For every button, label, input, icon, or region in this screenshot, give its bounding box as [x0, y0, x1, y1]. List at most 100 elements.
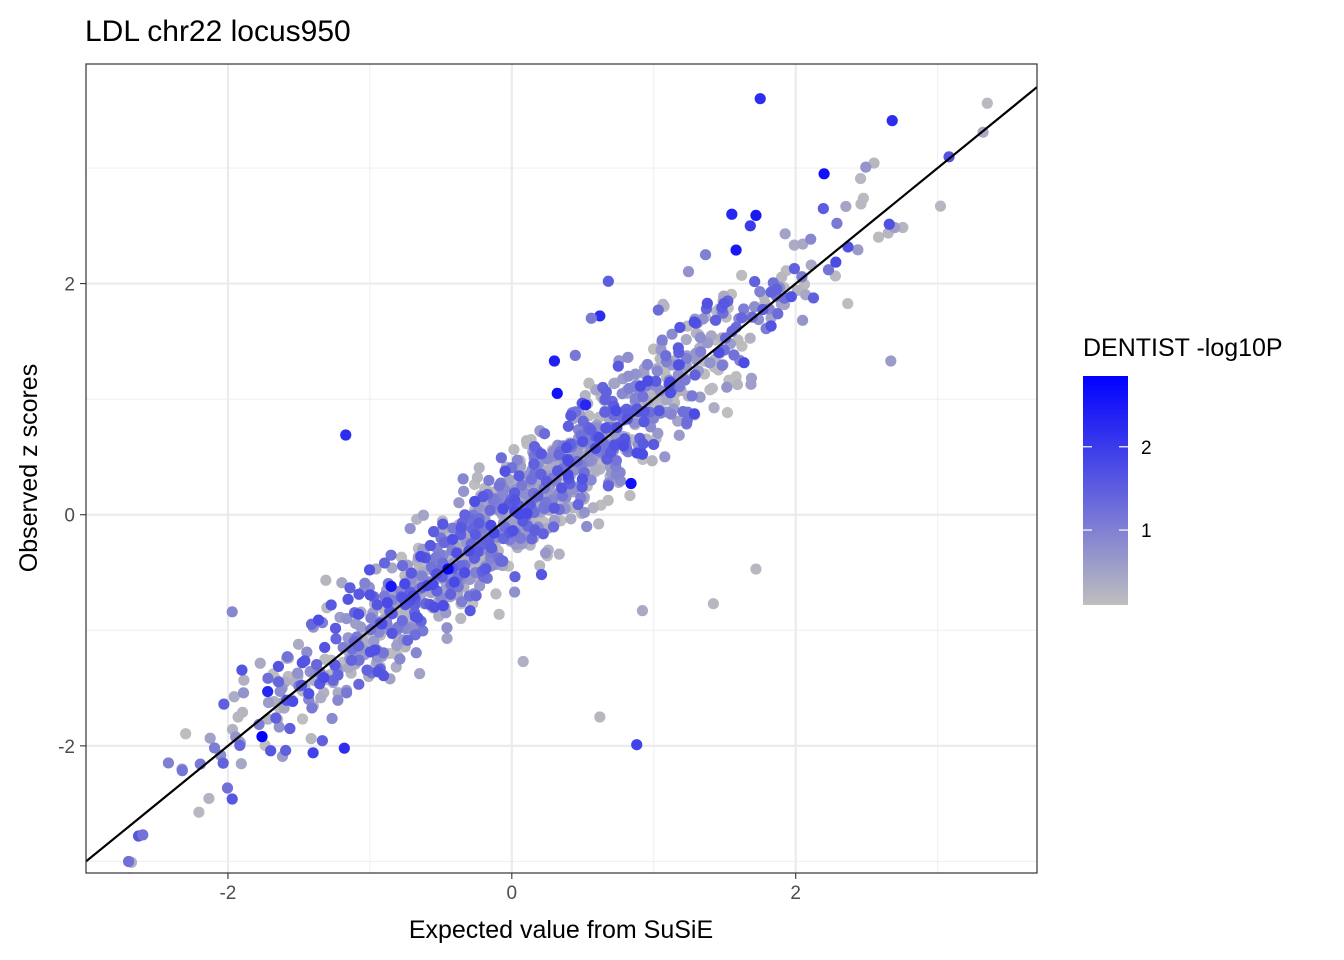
data-point [256, 731, 268, 743]
data-point [353, 678, 365, 690]
data-point [509, 586, 521, 598]
y-axis: -2 0 2 [58, 275, 86, 758]
data-point [653, 405, 665, 417]
data-point [637, 438, 649, 450]
data-point [854, 172, 867, 185]
data-point [706, 382, 718, 394]
data-point [744, 332, 756, 344]
data-point [378, 557, 391, 569]
data-point [469, 495, 481, 508]
plot-panel [85, 63, 1038, 874]
data-point [807, 292, 820, 304]
data-point [765, 320, 777, 332]
data-point [236, 664, 248, 676]
data-point [509, 494, 521, 506]
data-point [636, 605, 649, 617]
data-point [805, 233, 817, 245]
data-point [326, 712, 338, 725]
data-point [424, 539, 436, 552]
x-axis: -2 0 2 [219, 873, 801, 904]
data-point [340, 687, 353, 699]
data-point [448, 576, 460, 588]
legend-title: DENTIST -log10P [1083, 334, 1283, 362]
data-point [572, 498, 584, 511]
data-point [745, 378, 757, 390]
data-point [682, 266, 695, 278]
data-point [472, 546, 484, 558]
data-point [788, 239, 800, 251]
data-point [520, 435, 533, 447]
data-point [776, 271, 788, 283]
data-point [602, 480, 614, 492]
data-point [457, 473, 469, 485]
data-point [602, 494, 614, 506]
data-point [441, 632, 453, 645]
data-point [236, 706, 249, 718]
data-point [401, 634, 414, 646]
data-point [442, 563, 454, 575]
data-point [507, 525, 519, 537]
legend-tick-label: 2 [1141, 438, 1152, 459]
data-point [731, 378, 744, 391]
data-point [754, 286, 766, 298]
data-point [565, 410, 577, 422]
data-point [664, 376, 676, 388]
data-point [318, 672, 330, 684]
data-point [831, 217, 843, 229]
data-point [376, 618, 388, 630]
data-point [528, 441, 541, 453]
data-point [208, 742, 221, 754]
data-point [721, 381, 733, 393]
data-point [721, 406, 734, 419]
y-axis-title: Observed z scores [15, 364, 43, 572]
data-point [319, 641, 331, 654]
data-point [441, 622, 453, 634]
data-point [673, 359, 685, 371]
data-point [305, 733, 317, 745]
data-point [516, 479, 528, 491]
data-point [385, 580, 397, 592]
data-point [176, 765, 188, 777]
data-point [254, 657, 266, 669]
data-point [583, 377, 595, 389]
data-point [453, 497, 465, 509]
y-tick-label: 2 [64, 275, 75, 296]
data-point [672, 342, 684, 354]
data-point [981, 97, 993, 109]
data-point [464, 605, 476, 617]
data-point [301, 646, 313, 658]
data-point [738, 357, 750, 369]
data-point [852, 244, 864, 256]
data-point [651, 365, 663, 377]
data-point [587, 502, 599, 514]
data-point [699, 249, 712, 261]
data-point [622, 370, 635, 382]
data-point [860, 161, 872, 173]
data-point [539, 547, 552, 559]
data-point [585, 312, 597, 324]
data-point [695, 346, 707, 358]
data-point [636, 448, 649, 460]
data-point [437, 518, 449, 530]
data-point [369, 644, 381, 656]
data-point [528, 458, 540, 470]
data-point [537, 528, 549, 540]
data-point [652, 304, 664, 316]
data-point [599, 406, 611, 418]
data-point [332, 669, 344, 681]
data-point [319, 653, 331, 665]
data-point [287, 695, 299, 707]
data-point [451, 547, 463, 559]
data-point [650, 375, 662, 387]
data-point [622, 351, 634, 363]
data-point [320, 574, 332, 586]
data-point [538, 502, 550, 515]
data-point [509, 571, 521, 583]
data-point [818, 168, 830, 180]
data-point [336, 577, 348, 589]
data-point [217, 757, 229, 769]
data-point [716, 359, 728, 372]
data-point [686, 390, 698, 402]
data-point [444, 588, 457, 600]
data-point [822, 264, 835, 276]
